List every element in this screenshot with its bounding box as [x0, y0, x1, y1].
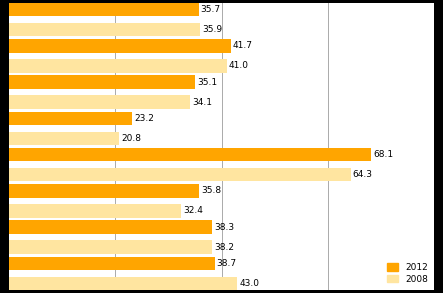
Bar [9, 277, 237, 290]
Text: 68.1: 68.1 [373, 150, 393, 159]
Text: 32.4: 32.4 [183, 206, 203, 215]
Bar [9, 220, 213, 234]
Bar [9, 132, 120, 145]
Text: 41.7: 41.7 [233, 41, 253, 50]
Text: 34.1: 34.1 [192, 98, 212, 107]
Text: 43.0: 43.0 [240, 279, 260, 288]
Bar [9, 240, 212, 254]
Bar [9, 184, 199, 198]
Bar [9, 257, 214, 270]
Bar [9, 23, 200, 36]
Bar [9, 148, 371, 161]
Bar [9, 168, 351, 181]
Text: 35.1: 35.1 [198, 78, 218, 87]
Bar [9, 39, 230, 53]
Bar [9, 112, 132, 125]
Text: 35.8: 35.8 [201, 186, 222, 195]
Bar [9, 3, 198, 16]
Text: 23.2: 23.2 [134, 114, 154, 123]
Text: 38.7: 38.7 [217, 259, 237, 268]
Bar [9, 59, 227, 73]
Text: 64.3: 64.3 [353, 170, 373, 179]
Bar [9, 204, 181, 218]
Text: 38.2: 38.2 [214, 243, 234, 252]
Bar [9, 75, 195, 89]
Legend: 2012, 2008: 2012, 2008 [385, 261, 430, 286]
Bar [9, 95, 190, 109]
Text: 41.0: 41.0 [229, 61, 249, 70]
Text: 20.8: 20.8 [121, 134, 142, 143]
Text: 35.7: 35.7 [201, 5, 221, 14]
Text: 35.9: 35.9 [202, 25, 222, 34]
Text: 38.3: 38.3 [214, 223, 235, 232]
